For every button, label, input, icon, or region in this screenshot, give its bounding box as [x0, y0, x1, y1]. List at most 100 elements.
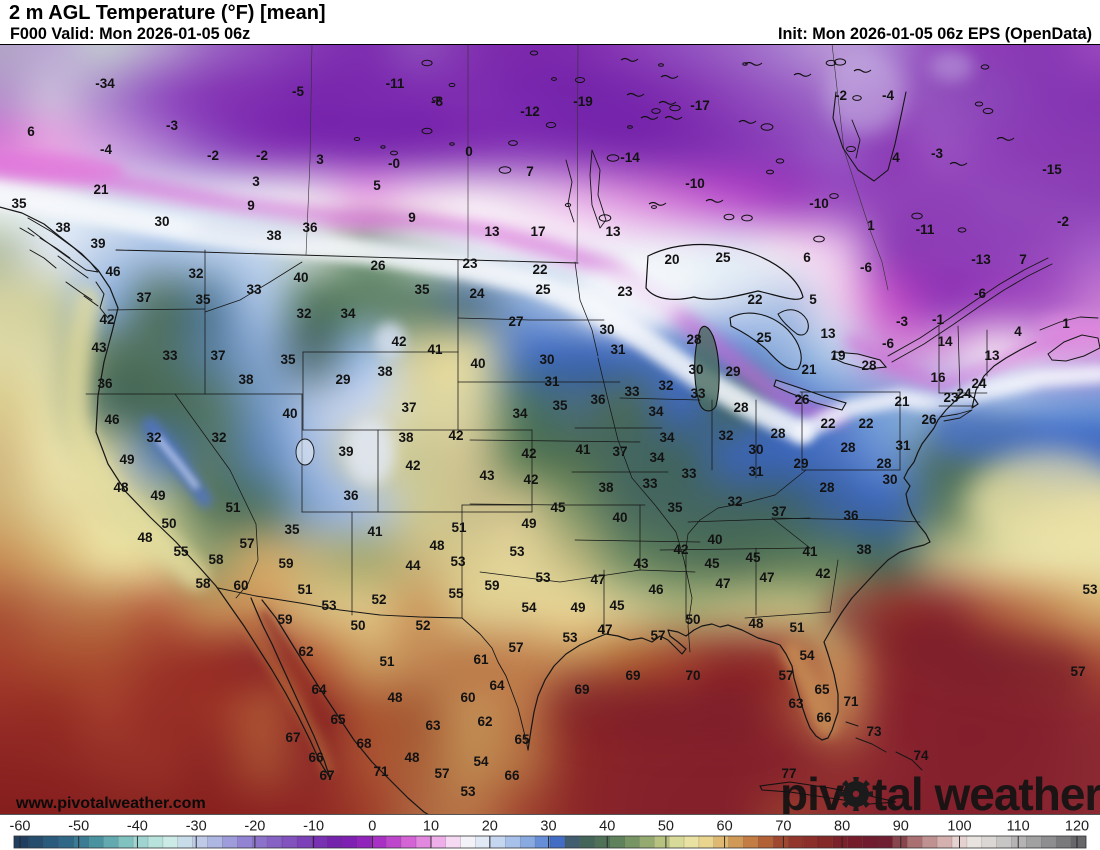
svg-text:-11: -11	[916, 222, 935, 237]
svg-text:36: 36	[843, 508, 859, 523]
svg-text:20: 20	[664, 252, 679, 267]
svg-text:37: 37	[612, 444, 627, 459]
svg-text:29: 29	[725, 364, 740, 379]
svg-text:-3: -3	[166, 118, 178, 133]
svg-text:30: 30	[539, 352, 554, 367]
svg-text:30: 30	[882, 472, 897, 487]
svg-text:45: 45	[550, 500, 566, 515]
svg-text:7: 7	[526, 164, 534, 179]
svg-text:37: 37	[401, 400, 416, 415]
svg-text:0: 0	[465, 144, 473, 159]
svg-text:35: 35	[11, 196, 27, 211]
svg-text:53: 53	[535, 570, 551, 585]
svg-text:-50: -50	[68, 819, 89, 835]
svg-text:54: 54	[521, 600, 537, 615]
svg-text:28: 28	[876, 456, 892, 471]
svg-text:50: 50	[658, 819, 674, 835]
svg-text:49: 49	[570, 600, 585, 615]
svg-text:41: 41	[802, 544, 818, 559]
svg-text:-4: -4	[100, 142, 112, 157]
svg-text:34: 34	[659, 430, 675, 445]
svg-text:-6: -6	[882, 336, 894, 351]
svg-text:43: 43	[633, 556, 649, 571]
svg-text:53: 53	[509, 544, 525, 559]
svg-text:9: 9	[247, 198, 255, 213]
svg-text:63: 63	[788, 696, 804, 711]
svg-text:110: 110	[1007, 819, 1030, 835]
svg-text:55: 55	[173, 544, 189, 559]
svg-text:30: 30	[748, 442, 763, 457]
svg-text:36: 36	[97, 376, 113, 391]
svg-text:26: 26	[370, 258, 386, 273]
svg-text:90: 90	[893, 819, 909, 835]
svg-text:45: 45	[745, 550, 761, 565]
svg-text:-2: -2	[207, 148, 219, 163]
svg-text:59: 59	[278, 556, 293, 571]
svg-text:6: 6	[27, 124, 35, 139]
svg-text:51: 51	[225, 500, 241, 515]
svg-text:40: 40	[707, 532, 722, 547]
svg-text:26: 26	[794, 392, 810, 407]
svg-text:37: 37	[210, 348, 225, 363]
svg-text:57: 57	[434, 766, 449, 781]
svg-text:32: 32	[296, 306, 311, 321]
svg-text:33: 33	[162, 348, 178, 363]
svg-text:-20: -20	[244, 819, 265, 835]
svg-text:71: 71	[373, 764, 389, 779]
svg-text:25: 25	[715, 250, 731, 265]
svg-text:22: 22	[747, 292, 762, 307]
svg-text:43: 43	[479, 468, 495, 483]
svg-text:30: 30	[154, 214, 169, 229]
svg-text:51: 51	[789, 620, 805, 635]
svg-text:0: 0	[368, 819, 376, 835]
svg-text:28: 28	[840, 440, 856, 455]
svg-text:69: 69	[625, 668, 640, 683]
svg-text:74: 74	[913, 748, 929, 763]
svg-text:-3: -3	[896, 314, 908, 329]
svg-text:53: 53	[562, 630, 578, 645]
svg-text:34: 34	[649, 450, 665, 465]
svg-text:44: 44	[405, 558, 421, 573]
svg-text:-2: -2	[256, 148, 268, 163]
svg-text:30: 30	[599, 322, 614, 337]
svg-text:-10: -10	[303, 819, 324, 835]
svg-text:40: 40	[599, 819, 615, 835]
svg-text:42: 42	[391, 334, 406, 349]
svg-text:piv: piv	[780, 768, 845, 815]
svg-text:77: 77	[781, 766, 796, 781]
svg-text:28: 28	[733, 400, 749, 415]
svg-text:42: 42	[523, 472, 538, 487]
svg-text:51: 51	[297, 582, 313, 597]
svg-text:-15: -15	[1042, 162, 1062, 177]
svg-text:36: 36	[302, 220, 318, 235]
svg-text:80: 80	[834, 819, 850, 835]
svg-text:54: 54	[799, 648, 815, 663]
svg-text:32: 32	[718, 428, 733, 443]
svg-text:47: 47	[715, 576, 730, 591]
svg-text:58: 58	[195, 576, 211, 591]
svg-text:28: 28	[819, 480, 835, 495]
svg-text:49: 49	[150, 488, 165, 503]
svg-text:38: 38	[856, 542, 872, 557]
svg-text:66: 66	[816, 710, 832, 725]
svg-text:-60: -60	[10, 819, 31, 835]
svg-text:57: 57	[1070, 664, 1085, 679]
svg-text:-8: -8	[431, 94, 443, 109]
svg-text:100: 100	[947, 819, 971, 835]
svg-text:48: 48	[387, 690, 403, 705]
svg-text:50: 50	[685, 612, 700, 627]
svg-text:47: 47	[590, 572, 605, 587]
svg-text:65: 65	[330, 712, 346, 727]
svg-text:32: 32	[188, 266, 203, 281]
svg-text:-11: -11	[386, 76, 405, 91]
svg-text:53: 53	[450, 554, 466, 569]
svg-text:24: 24	[971, 376, 987, 391]
svg-text:48: 48	[748, 616, 764, 631]
svg-text:1: 1	[867, 218, 875, 233]
svg-text:28: 28	[861, 358, 877, 373]
svg-text:63: 63	[425, 718, 441, 733]
svg-text:20: 20	[482, 819, 498, 835]
svg-text:16: 16	[930, 370, 946, 385]
svg-text:-34: -34	[95, 76, 115, 91]
svg-text:53: 53	[321, 598, 337, 613]
